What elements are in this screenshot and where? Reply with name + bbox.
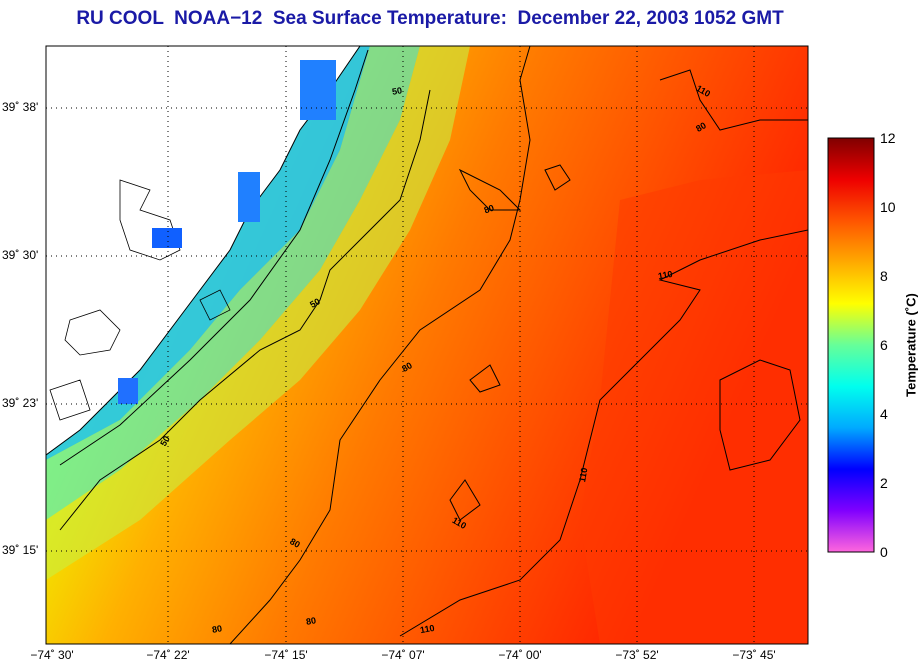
lat-label-39-38: 39˚ 38' bbox=[2, 100, 39, 114]
cold-patch-1 bbox=[152, 228, 182, 248]
colorbar-tick-4: 4 bbox=[880, 406, 888, 422]
colorbar-tick-8: 8 bbox=[880, 268, 888, 284]
barrier-island bbox=[59, 49, 369, 466]
lat-label-39-15: 39˚ 15' bbox=[2, 543, 39, 557]
contour-label: 80 bbox=[211, 623, 223, 635]
cold-patch-2 bbox=[238, 172, 260, 222]
contour-loop-4 bbox=[719, 359, 801, 471]
lon-label-73-52: −73˚ 52' bbox=[615, 648, 659, 662]
warm-core-east bbox=[580, 170, 808, 644]
colorbar bbox=[827, 137, 875, 553]
colorbar-tick-0: 0 bbox=[880, 544, 888, 560]
cold-patch-4 bbox=[118, 378, 138, 404]
coastal-cyan-band bbox=[46, 46, 420, 520]
contour-80-b bbox=[458, 168, 522, 211]
map-frame bbox=[45, 45, 809, 645]
lon-label-73-45: −73˚ 45' bbox=[732, 648, 776, 662]
colorbar-title: Temperature (˚C) bbox=[903, 293, 919, 397]
lon-label-74-07: −74˚ 07' bbox=[381, 648, 425, 662]
contour-loop-3 bbox=[449, 479, 481, 521]
contour-label: 50 bbox=[391, 85, 403, 97]
contour-loop-1 bbox=[544, 164, 571, 191]
contour-110-b bbox=[659, 69, 808, 131]
bay-outline-1 bbox=[119, 179, 181, 261]
lat-label-39-23: 39˚ 23' bbox=[2, 396, 39, 410]
lon-label-74-00: −74˚ 00' bbox=[498, 648, 542, 662]
coastal-green-band bbox=[46, 46, 470, 580]
bay-outline-3 bbox=[199, 289, 231, 321]
graticule bbox=[46, 46, 808, 644]
colorbar-tick-12: 12 bbox=[880, 130, 896, 146]
bay-outline-2 bbox=[64, 309, 121, 356]
colorbar-tick-6: 6 bbox=[880, 337, 888, 353]
contour-110-a bbox=[399, 229, 808, 637]
contour-80-a bbox=[229, 46, 531, 644]
bay-outline-4 bbox=[49, 379, 91, 421]
contour-50-a bbox=[59, 89, 431, 531]
lon-label-74-15: −74˚ 15' bbox=[264, 648, 308, 662]
cold-patch-3 bbox=[300, 60, 336, 120]
lon-label-74-22: −74˚ 22' bbox=[146, 648, 190, 662]
colorbar-tick-10: 10 bbox=[880, 199, 896, 215]
lon-label-74-30: −74˚ 30' bbox=[30, 648, 74, 662]
contour-label: 80 bbox=[305, 615, 317, 627]
colorbar-tick-2: 2 bbox=[880, 475, 888, 491]
contour-loop-2 bbox=[469, 364, 501, 393]
lat-label-39-30: 39˚ 30' bbox=[2, 248, 39, 262]
map-title: RU COOL NOAA−12 Sea Surface Temperature:… bbox=[76, 8, 784, 29]
